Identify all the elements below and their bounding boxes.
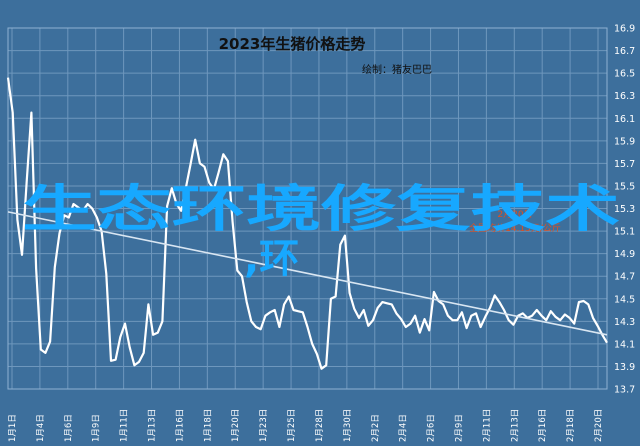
price-line [6,77,608,370]
y-tick-label: 14.7 [614,272,635,283]
x-tick-label: 1月28日 [315,409,325,442]
x-tick-label: 2月6日 [427,414,437,442]
x-tick-label: 2月16日 [538,409,548,442]
y-tick-label: 16.9 [614,24,635,35]
x-tick-label: 1月1日 [8,414,18,442]
y-tick-label: 14.9 [614,249,635,260]
x-tick-label: 2月4日 [399,414,409,442]
y-tick-label: 14.3 [614,317,635,328]
plot-frame [7,27,608,390]
chart-subtitle: 绘制：猪友巴巴 [362,63,432,76]
overlay-text-line1: 生态环境修复技术 [22,180,620,238]
y-tick-label: 13.9 [614,362,635,373]
x-tick-label: 2月2日 [371,414,381,442]
x-tick-label: 2月9日 [454,414,464,442]
y-tick-label: 16.1 [614,114,635,125]
x-tick-label: 1月23日 [259,409,269,442]
y-tick-label: 15.1 [614,227,635,238]
x-tick-label: 1月6日 [64,414,74,442]
y-axis-ticks: 16.9 16.7 16.5 16.3 16.1 15.9 15.7 15.5 15.3 15.1… [614,24,635,396]
y-tick-label: 14.1 [614,339,635,350]
x-tick-label: 2月18日 [566,409,576,442]
y-tick-label: 14.5 [614,294,635,305]
x-tick-label: 1月30日 [343,409,353,442]
x-tick-label: 2月13日 [510,409,520,442]
annotation-price: 全国均价14.15元/公斤 [469,222,561,234]
annotation-date: 2月20日 [497,209,532,220]
x-tick-label: 1月4日 [36,414,46,442]
grid [7,27,608,390]
y-tick-label: 15.3 [614,204,635,215]
y-tick-label: 15.9 [614,136,635,147]
y-tick-label: 16.5 [614,69,635,80]
y-tick-label: 16.3 [614,91,635,102]
x-tick-label: 2月20日 [594,409,604,442]
series-lines [6,77,608,370]
x-tick-label: 1月13日 [148,409,158,442]
chart-title: 2023年生猪价格走势 [219,35,366,53]
x-tick-label: 1月18日 [203,409,213,442]
y-tick-label: 13.7 [614,385,635,396]
x-tick-label: 1月9日 [92,414,102,442]
x-tick-label: 1月20日 [231,409,241,442]
y-tick-label: 15.5 [614,181,635,192]
y-tick-label: 15.7 [614,159,635,170]
x-tick-label: 1月25日 [287,409,297,442]
x-tick-label: 2月11日 [482,409,492,442]
overlay-text-line2: ,环 [244,236,299,282]
x-tick-label: 1月11日 [120,409,130,442]
y-tick-label: 16.7 [614,46,635,57]
x-tick-label: 1月16日 [175,409,185,442]
x-axis-ticks: 1月1日 1月4日 1月6日 1月9日 1月11日 1月13日 1月16日 1月18日 1月20… [8,409,604,442]
trend-line [7,211,608,336]
